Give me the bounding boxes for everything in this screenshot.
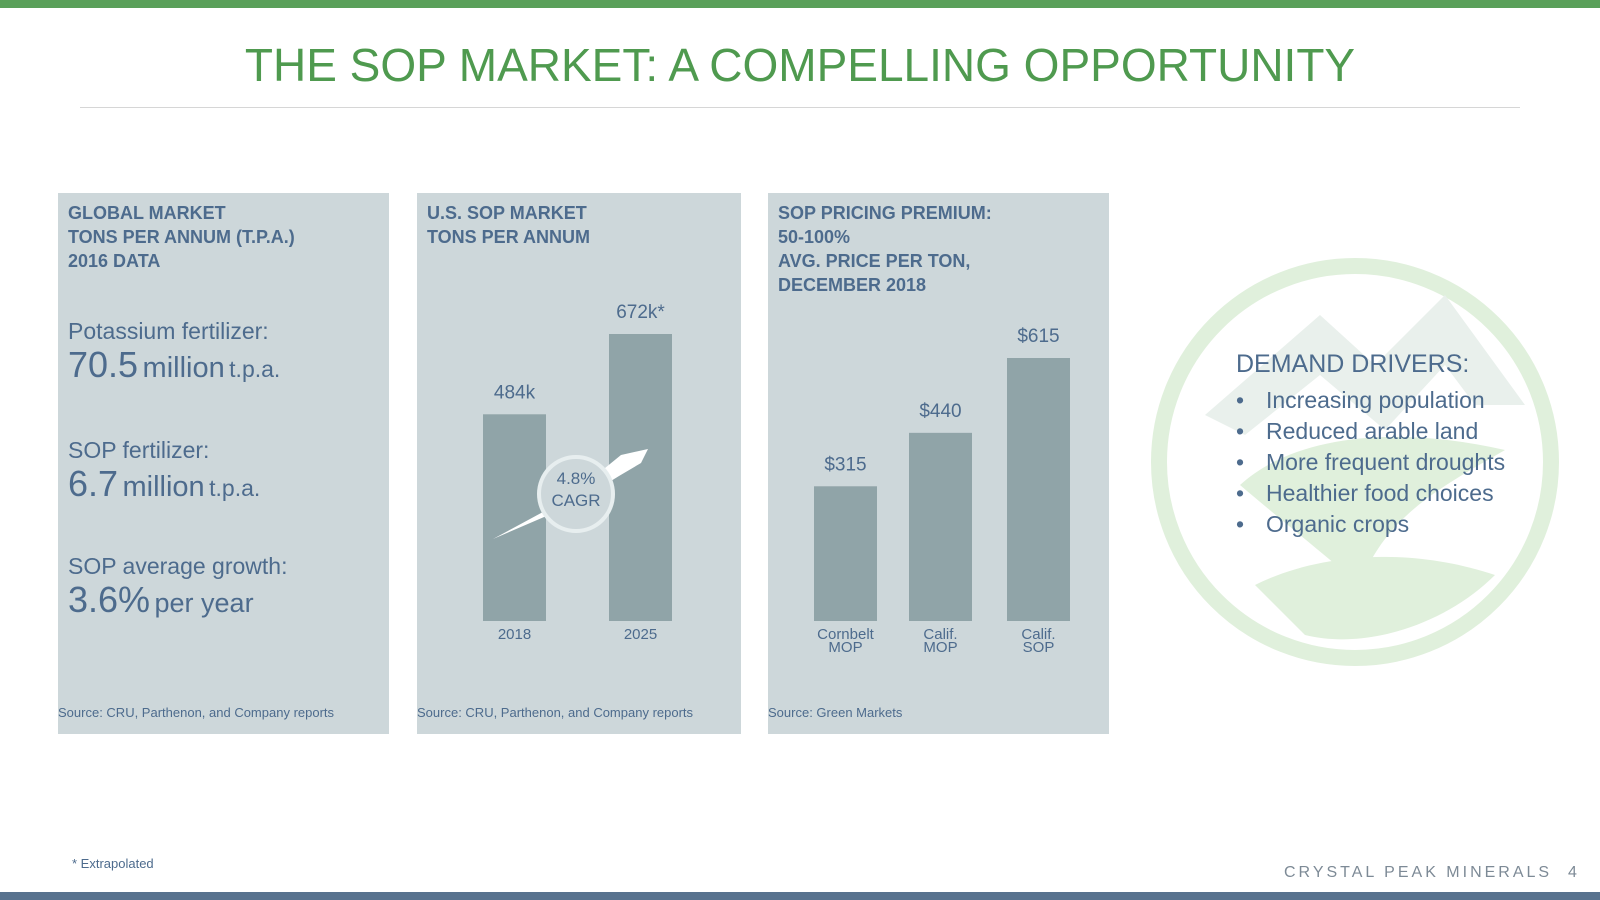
data-label: 484k <box>494 382 536 403</box>
us-sop-bar-chart: 4.8% CAGR 484k 2018 672k* 2025 <box>483 302 672 643</box>
list-item: Organic crops <box>1236 509 1505 540</box>
list-item: More frequent droughts <box>1236 447 1505 478</box>
source-note: Source: Green Markets <box>768 705 903 720</box>
list-item: Increasing population <box>1236 385 1505 416</box>
stat-unit: million <box>122 471 205 503</box>
x-tick-label: MOP <box>828 639 862 656</box>
x-tick-label: Calif. <box>923 626 957 643</box>
bottom-accent-bar <box>0 892 1600 900</box>
stat-sop: SOP fertilizer: 6.7 million t.p.a. <box>68 437 260 505</box>
cagr-arrow-icon <box>493 449 648 539</box>
x-tick-label: SOP <box>1023 639 1055 656</box>
page-title: THE SOP MARKET: A COMPELLING OPPORTUNITY <box>244 39 1356 91</box>
bar <box>609 334 672 621</box>
cagr-value: 4.8% <box>557 469 596 488</box>
bar <box>909 432 972 621</box>
footnote: * Extrapolated <box>72 856 154 871</box>
panel-title-line: TONS PER ANNUM <box>427 227 591 247</box>
panel-title-line: GLOBAL MARKET <box>68 203 226 223</box>
us-sop-market-panel: U.S. SOP MARKET TONS PER ANNUM 4.8% CAGR… <box>417 193 741 734</box>
panel-title-line: 50-100% <box>778 227 851 247</box>
page-number: 4 <box>1568 864 1577 881</box>
data-label: $315 <box>824 454 866 475</box>
stat-value: 70.5 <box>68 344 139 385</box>
cagr-circle <box>537 455 615 533</box>
stat-suffix: t.p.a. <box>229 356 281 382</box>
source-note: Source: CRU, Parthenon, and Company repo… <box>417 705 694 720</box>
sop-pricing-panel-title: SOP PRICING PREMIUM: 50-100% AVG. PRICE … <box>778 201 992 297</box>
panel-title-line: SOP PRICING PREMIUM: <box>778 203 992 223</box>
global-market-panel-title: GLOBAL MARKET TONS PER ANNUM (T.P.A.) 20… <box>68 201 295 273</box>
panel-title-line: TONS PER ANNUM (T.P.A.) <box>68 227 295 247</box>
stat-label: SOP average growth: <box>68 553 288 579</box>
panel-title-line: DECEMBER 2018 <box>778 275 927 295</box>
sop-pricing-panel: SOP PRICING PREMIUM: 50-100% AVG. PRICE … <box>768 193 1109 734</box>
data-label: $440 <box>919 401 961 422</box>
cagr-label: CAGR <box>551 491 600 510</box>
stat-unit: million <box>142 352 225 384</box>
stat-potassium: Potassium fertilizer: 70.5 million t.p.a… <box>68 318 280 386</box>
global-market-panel: GLOBAL MARKET TONS PER ANNUM (T.P.A.) 20… <box>58 193 389 734</box>
top-accent-bar <box>0 0 1600 8</box>
list-item: Healthier food choices <box>1236 478 1505 509</box>
us-sop-market-panel-title: U.S. SOP MARKET TONS PER ANNUM <box>427 201 590 249</box>
data-label: 672k* <box>616 302 665 323</box>
panel-title-line: U.S. SOP MARKET <box>427 203 587 223</box>
stat-suffix: t.p.a. <box>209 475 261 501</box>
panel-title-line: 2016 DATA <box>68 251 161 271</box>
stat-label: SOP fertilizer: <box>68 437 210 463</box>
x-tick-label: 2025 <box>624 626 657 643</box>
stat-growth: SOP average growth: 3.6% per year <box>68 553 287 621</box>
list-item: Reduced arable land <box>1236 416 1505 447</box>
x-tick-label: Calif. <box>1021 626 1055 643</box>
panel-title-line: AVG. PRICE PER TON, <box>778 251 971 271</box>
bar <box>1007 358 1070 621</box>
demand-drivers-list: Increasing population Reduced arable lan… <box>1236 385 1505 540</box>
stat-label: Potassium fertilizer: <box>68 318 269 344</box>
bar <box>814 486 877 621</box>
stat-value: 6.7 <box>68 463 119 504</box>
data-label: $615 <box>1017 326 1059 347</box>
x-tick-label: MOP <box>923 639 957 656</box>
demand-drivers: DEMAND DRIVERS: Increasing population Re… <box>1236 350 1505 540</box>
sop-price-bar-chart: $315CornbeltMOP$440Calif.MOP$615Calif.SO… <box>814 326 1070 656</box>
stat-unit: per year <box>154 588 254 618</box>
cagr-badge: 4.8% CAGR <box>537 455 615 533</box>
source-note: Source: CRU, Parthenon, and Company repo… <box>58 705 335 720</box>
demand-drivers-title: DEMAND DRIVERS: <box>1236 350 1470 378</box>
x-tick-label: Cornbelt <box>817 626 875 643</box>
title-divider <box>80 107 1520 108</box>
stat-value: 3.6% <box>68 579 151 620</box>
x-tick-label: 2018 <box>498 626 531 643</box>
company-name: CRYSTAL PEAK MINERALS <box>1284 864 1553 881</box>
